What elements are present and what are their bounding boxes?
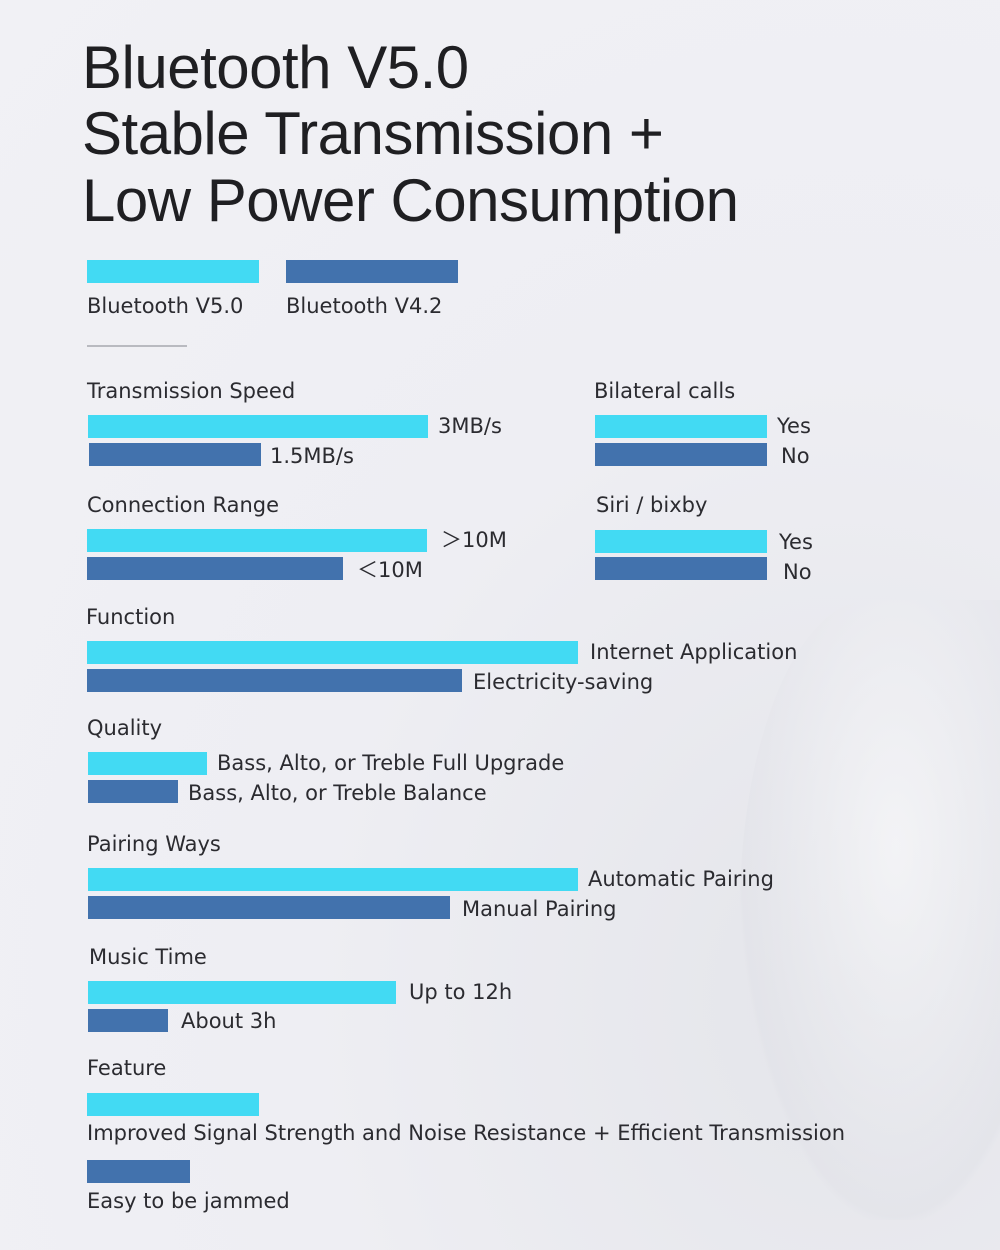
- section-title: Bilateral calls: [594, 379, 736, 403]
- value-label-v42: Bass, Alto, or Treble Balance: [188, 781, 487, 805]
- bar-v50: [87, 641, 578, 664]
- earbud-case-decoration: [740, 600, 1000, 1220]
- bar-v42: [87, 1160, 190, 1183]
- bar-v50: [595, 415, 767, 438]
- legend-label-v50: Bluetooth V5.0: [87, 294, 244, 318]
- legend-swatch-v50: [87, 260, 259, 283]
- value-label-v42: ＜10M: [357, 558, 423, 582]
- bar-v42: [87, 557, 343, 580]
- bar-v50: [87, 1093, 259, 1116]
- section-title: Transmission Speed: [87, 379, 296, 403]
- section-title: Connection Range: [87, 493, 280, 517]
- bar-v50: [88, 415, 428, 438]
- value-label-v42: No: [783, 560, 812, 584]
- value-label-v50: Bass, Alto, or Treble Full Upgrade: [217, 751, 565, 775]
- bar-v50: [87, 529, 427, 552]
- bar-v50: [88, 752, 207, 775]
- section-title: Siri / bixby: [596, 493, 708, 517]
- value-label-v50: Improved Signal Strength and Noise Resis…: [87, 1121, 846, 1145]
- bar-v42: [595, 557, 767, 580]
- page-title-line-1: Bluetooth V5.0: [82, 34, 469, 101]
- value-label-v42: 1.5MB/s: [270, 444, 354, 468]
- page-title-line-3: Low Power Consumption: [82, 167, 739, 234]
- divider: [87, 345, 187, 347]
- section-title: Feature: [87, 1056, 167, 1080]
- value-label-v42: Electricity-saving: [473, 670, 654, 694]
- value-label-v42: No: [781, 444, 810, 468]
- value-label-v50: Automatic Pairing: [588, 867, 774, 891]
- value-label-v50: Yes: [779, 530, 813, 554]
- section-title: Function: [86, 605, 176, 629]
- bar-v50: [88, 868, 578, 891]
- value-label-v50: Internet Application: [590, 640, 798, 664]
- section-title: Pairing Ways: [87, 832, 221, 856]
- value-label-v42: Easy to be jammed: [87, 1189, 290, 1213]
- bar-v50: [595, 530, 767, 553]
- value-label-v42: Manual Pairing: [462, 897, 617, 921]
- legend-swatch-v42: [286, 260, 458, 283]
- bar-v42: [88, 896, 450, 919]
- value-label-v50: ＞10M: [441, 528, 507, 552]
- section-title: Music Time: [89, 945, 207, 969]
- bar-v42: [88, 1009, 168, 1032]
- value-label-v50: Up to 12h: [409, 980, 513, 1004]
- value-label-v42: About 3h: [181, 1009, 277, 1033]
- bar-v42: [87, 669, 462, 692]
- legend-label-v42: Bluetooth V4.2: [286, 294, 443, 318]
- page-title-line-2: Stable Transmission +: [82, 100, 664, 167]
- value-label-v50: 3MB/s: [438, 414, 502, 438]
- bar-v42: [89, 443, 261, 466]
- bar-v50: [88, 981, 396, 1004]
- section-title: Quality: [87, 716, 163, 740]
- bar-v42: [595, 443, 767, 466]
- bar-v42: [88, 780, 178, 803]
- value-label-v50: Yes: [777, 414, 811, 438]
